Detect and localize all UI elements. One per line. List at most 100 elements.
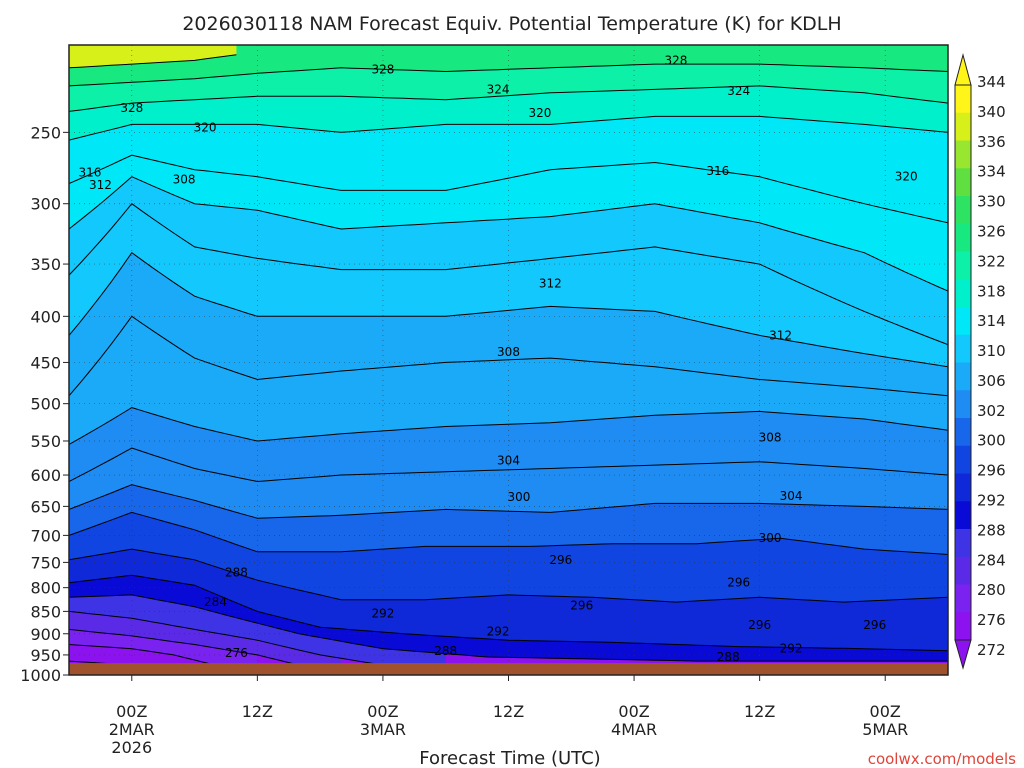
colorbar-swatch-8 [955,307,971,336]
contour-label-4: 324 [727,84,750,98]
contour-label-10: 312 [89,178,112,192]
colorbar-swatch-4 [955,196,971,225]
colorbar-label-344-0: 344 [977,73,1006,91]
colorbar-swatch-19 [955,612,971,641]
colorbar-label-302-11: 302 [977,402,1006,420]
x-tick-label-78-1: 5MAR [862,720,908,739]
band-340 [69,45,237,68]
colorbar-bottom-arrow [954,639,972,670]
contour-label-5: 320 [528,106,551,120]
y-tick-label-850: 850 [30,602,61,621]
contour-label-12: 312 [539,277,562,291]
y-tick-label-400: 400 [30,307,61,326]
contour-label-2: 328 [120,101,143,115]
contour-label-0: 328 [371,63,394,77]
y-axis: 250 300 350 400 450 500 550 600 650 700 750 800 850 9… [20,123,69,685]
x-tick-label-30-1: 3MAR [360,720,406,739]
contour-label-1: 328 [664,53,687,67]
contour-320 [69,115,948,141]
contour-310 [69,251,948,368]
contour-label-18: 300 [508,490,531,504]
colorbar-label-322-6: 322 [977,252,1006,270]
contour-lines [69,54,948,675]
contour-label-20: 296 [549,553,572,567]
grid-lines [69,45,948,675]
y-tick-label-700: 700 [30,526,61,545]
contour-302 [69,484,948,519]
contour-306 [69,407,948,445]
y-tick-label-350: 350 [30,255,61,274]
contour-label-14: 308 [497,345,520,359]
y-tick-label-300: 300 [30,195,61,214]
contour-label-29: 288 [434,644,457,658]
colorbar-swatch-11 [955,390,971,419]
colorbar-label-276-18: 276 [977,611,1006,629]
y-tick-label-800: 800 [30,579,61,598]
contour-312 [69,203,948,346]
contour-label-23: 296 [748,618,771,632]
y-tick-label-1000: 1000 [20,666,61,685]
contour-label-27: 292 [780,642,803,656]
x-tick-label-6-1: 2MAR [109,720,155,739]
colorbar-label-280-17: 280 [977,581,1006,599]
colorbar-label-340-1: 340 [977,103,1006,121]
colorbar-swatch-7 [955,279,971,308]
x-tick-label-6-2: 2026 [111,738,152,757]
plot-area [69,45,948,675]
colorbar-swatch-2 [955,140,971,169]
contour-296 [69,548,948,603]
x-tick-label-30-0: 00Z [367,702,398,721]
contour-288 [69,594,948,662]
colorbar-swatch-3 [955,168,971,197]
colorbar-swatch-17 [955,556,971,585]
contour-label-13: 312 [769,328,792,342]
colorbar-frame [954,84,972,641]
colorbar-label-318-7: 318 [977,282,1006,300]
contour-304 [69,447,948,483]
colorbar-swatch-10 [955,362,971,391]
colorbar-swatch-1 [955,112,971,141]
colorbar-label-334-3: 334 [977,163,1006,181]
contour-328 [69,63,948,87]
colorbar-label-310-9: 310 [977,342,1006,360]
contour-label-28: 288 [225,566,248,580]
x-tick-label-78-0: 00Z [870,702,901,721]
colorbar-swatch-12 [955,418,971,447]
colorbar-label-272-19: 272 [977,641,1006,659]
colorbar-label-288-15: 288 [977,521,1006,539]
colorbar: 344 340 336 334 330 326 322 318 314 310 306 302 300 2… [954,53,1006,670]
credit-text: coolwx.com/models [868,750,1016,768]
contour-label-16: 304 [497,453,520,467]
contour-label-22: 296 [570,598,593,612]
colorbar-label-296-13: 296 [977,462,1006,480]
colorbar-swatch-0 [955,85,971,114]
contour-label-32: 276 [225,646,248,660]
colorbar-swatch-16 [955,529,971,558]
contour-label-26: 292 [487,625,510,639]
contour-label-8: 316 [78,165,101,179]
contour-label-24: 296 [863,618,886,632]
colorbar-swatch-9 [955,334,971,363]
contour-label-21: 296 [727,576,750,590]
contour-label-3: 324 [487,82,510,96]
y-tick-label-950: 950 [30,646,61,665]
y-tick-label-750: 750 [30,553,61,572]
colorbar-swatch-15 [955,501,971,530]
contour-label-9: 316 [706,164,729,178]
x-tick-label-6-0: 00Z [116,702,147,721]
colorbar-label-326-5: 326 [977,222,1006,240]
y-tick-label-600: 600 [30,466,61,485]
colorbar-label-314-8: 314 [977,312,1006,330]
x-tick-label-54-1: 4MAR [611,720,657,739]
y-tick-label-500: 500 [30,395,61,414]
colorbar-label-284-16: 284 [977,551,1006,569]
x-tick-label-18-0: 12Z [242,702,273,721]
contour-308 [69,315,948,397]
x-axis-label: Forecast Time (UTC) [419,748,600,768]
contour-292 [69,574,948,652]
x-tick-label-42-0: 12Z [493,702,524,721]
x-tick-label-54-0: 00Z [618,702,649,721]
